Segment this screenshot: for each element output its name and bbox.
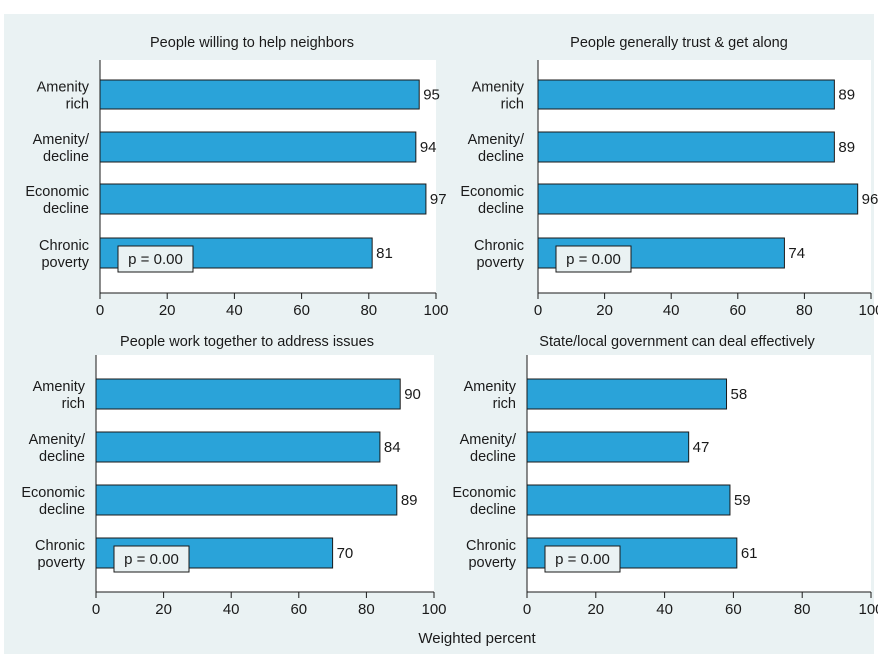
x-tick-label: 20 — [155, 601, 172, 618]
x-tick-label: 60 — [293, 302, 310, 319]
category-label: Chronic — [35, 538, 85, 554]
p-value-text: p = 0.00 — [555, 551, 610, 568]
bar-value-label: 59 — [734, 492, 751, 509]
category-label: decline — [470, 502, 516, 518]
category-label: decline — [470, 449, 516, 465]
bar-value-label: 96 — [862, 191, 878, 208]
category-label: Economic — [452, 485, 516, 501]
x-tick-label: 80 — [794, 601, 811, 618]
category-label: Chronic — [466, 538, 516, 554]
x-tick-label: 20 — [159, 302, 176, 319]
category-label: poverty — [41, 255, 89, 271]
category-label: Chronic — [39, 238, 89, 254]
x-tick-label: 100 — [421, 601, 446, 618]
x-tick-label: 0 — [96, 302, 104, 319]
bar-value-label: 95 — [423, 87, 440, 104]
x-tick-label: 100 — [858, 302, 878, 319]
bar-value-label: 58 — [731, 386, 748, 403]
x-tick-label: 60 — [729, 302, 746, 319]
category-label: decline — [478, 149, 524, 165]
p-value-box — [117, 245, 194, 273]
category-label: Economic — [21, 485, 85, 501]
category-label: decline — [39, 449, 85, 465]
x-tick-label: 40 — [226, 302, 243, 319]
bar-value-label: 70 — [337, 545, 354, 562]
bar-value-label: 84 — [384, 439, 401, 456]
bar-3-2 — [95, 431, 381, 463]
bar-value-label: 94 — [420, 139, 437, 156]
category-label: decline — [39, 502, 85, 518]
category-label: rich — [493, 396, 516, 412]
x-tick-label: 40 — [656, 601, 673, 618]
panel-title-1: People willing to help neighbors — [150, 35, 354, 51]
bar-value-label: 89 — [838, 139, 855, 156]
x-tick-label: 0 — [92, 601, 100, 618]
category-label: Economic — [25, 184, 89, 200]
p-value-text: p = 0.00 — [124, 551, 179, 568]
category-label: Amenity/ — [460, 432, 517, 448]
x-tick-label: 20 — [587, 601, 604, 618]
category-label: decline — [43, 149, 89, 165]
category-label: Economic — [460, 184, 524, 200]
bar-4-3 — [526, 484, 731, 516]
category-label: rich — [66, 97, 89, 113]
x-tick-label: 60 — [725, 601, 742, 618]
bar-value-label: 89 — [838, 87, 855, 104]
x-tick-label: 0 — [523, 601, 531, 618]
category-label: poverty — [476, 255, 524, 271]
bar-4-2 — [526, 431, 690, 463]
panel-title-3: People work together to address issues — [120, 334, 374, 350]
bar-value-label: 47 — [693, 439, 710, 456]
x-tick-label: 100 — [423, 302, 448, 319]
x-tick-label: 40 — [663, 302, 680, 319]
category-label: rich — [501, 97, 524, 113]
category-label: Amenity — [37, 80, 90, 96]
bar-3-1 — [95, 378, 401, 410]
bar-1-2 — [99, 131, 417, 163]
bar-1-3 — [99, 183, 427, 215]
bar-value-label: 61 — [741, 545, 758, 562]
category-label: poverty — [468, 555, 516, 571]
category-label: Amenity/ — [33, 132, 90, 148]
category-label: decline — [43, 201, 89, 217]
category-label: Amenity — [472, 80, 525, 96]
category-label: Amenity/ — [468, 132, 525, 148]
category-label: decline — [478, 201, 524, 217]
bar-value-label: 90 — [404, 386, 421, 403]
x-tick-label: 0 — [534, 302, 542, 319]
category-label: Amenity/ — [29, 432, 86, 448]
p-value-box — [555, 245, 632, 273]
p-value-box — [113, 545, 190, 573]
bar-4-1 — [526, 378, 728, 410]
category-label: Amenity — [464, 379, 517, 395]
p-value-text: p = 0.00 — [566, 251, 621, 268]
bar-3-3 — [95, 484, 398, 516]
p-value-text: p = 0.00 — [128, 251, 183, 268]
category-label: rich — [62, 396, 85, 412]
x-tick-label: 20 — [596, 302, 613, 319]
x-tick-label: 40 — [223, 601, 240, 618]
bar-2-1 — [537, 79, 835, 110]
panel-title-4: State/local government can deal effectiv… — [539, 334, 815, 350]
bar-value-label: 81 — [376, 245, 393, 262]
bar-2-2 — [537, 131, 835, 163]
bar-1-1 — [99, 79, 420, 110]
category-label: Chronic — [474, 238, 524, 254]
category-label: Amenity — [33, 379, 86, 395]
x-tick-label: 100 — [858, 601, 878, 618]
category-label: poverty — [37, 555, 85, 571]
x-tick-label: 80 — [360, 302, 377, 319]
x-tick-label: 80 — [358, 601, 375, 618]
bar-value-label: 74 — [788, 245, 805, 262]
panel-title-2: People generally trust & get along — [570, 35, 788, 51]
x-tick-label: 80 — [796, 302, 813, 319]
p-value-box — [544, 545, 621, 573]
bar-value-label: 89 — [401, 492, 418, 509]
bar-2-3 — [537, 183, 859, 215]
bar-value-label: 97 — [430, 191, 447, 208]
x-tick-label: 60 — [290, 601, 307, 618]
